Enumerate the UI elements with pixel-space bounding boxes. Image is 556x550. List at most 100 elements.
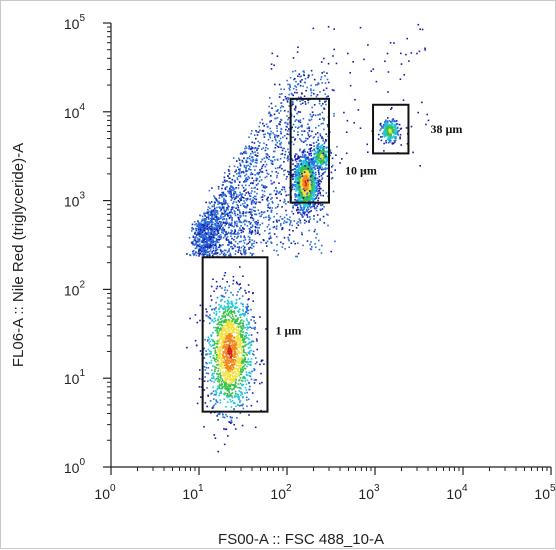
event-dot [247, 309, 250, 312]
event-dot [253, 202, 255, 204]
event-dot [230, 359, 233, 362]
event-dot [307, 177, 310, 180]
event-dot [189, 317, 191, 320]
event-dot [313, 166, 316, 168]
event-dot [202, 226, 204, 228]
event-dot [308, 119, 310, 121]
event-dot [315, 155, 318, 158]
event-dot [246, 374, 249, 376]
event-dot [207, 348, 210, 351]
event-dot [257, 182, 259, 185]
event-dot [242, 205, 245, 207]
event-dot [276, 236, 278, 238]
event-dot [306, 194, 308, 197]
event-dot [255, 241, 258, 244]
event-dot [235, 301, 238, 304]
event-dot [270, 120, 272, 122]
event-dot [240, 335, 242, 338]
event-dot [208, 227, 211, 230]
event-dot [260, 360, 263, 363]
event-dot [315, 84, 317, 86]
event-dot [227, 323, 230, 325]
event-dot [227, 366, 229, 368]
event-dot [251, 370, 253, 373]
event-dot [389, 121, 392, 123]
event-dot [322, 172, 324, 175]
event-dot [314, 168, 317, 170]
event-dot [313, 205, 315, 207]
event-dot [213, 321, 215, 323]
event-dot [252, 199, 254, 202]
event-dot [219, 209, 222, 212]
event-dot [221, 361, 224, 364]
event-dot [243, 190, 245, 192]
event-dot [230, 192, 232, 195]
event-dot [220, 299, 222, 301]
event-dot [308, 158, 310, 161]
event-dot [212, 339, 215, 342]
event-dot [298, 218, 301, 220]
event-dot [307, 179, 309, 182]
event-dot [243, 200, 245, 202]
event-dot [305, 139, 307, 142]
event-dot [223, 336, 226, 338]
event-dot [393, 124, 396, 126]
event-dot [245, 307, 248, 310]
event-dot [287, 170, 289, 173]
event-dot [251, 327, 253, 329]
event-dot [274, 150, 276, 153]
event-dot [390, 128, 393, 130]
event-dot [220, 390, 222, 393]
event-dot [241, 393, 243, 395]
event-dot [383, 130, 386, 132]
event-dot [221, 316, 224, 318]
event-dot [237, 329, 239, 332]
event-dot [231, 194, 233, 196]
event-dot [202, 251, 205, 253]
event-dot [227, 343, 229, 346]
event-dot [196, 402, 199, 405]
event-dot [195, 229, 198, 232]
event-dot [214, 326, 217, 329]
event-dot [296, 163, 299, 165]
event-dot [245, 152, 248, 155]
event-dot [243, 354, 246, 357]
event-dot [321, 152, 323, 155]
event-dot [220, 250, 222, 253]
event-dot [251, 243, 253, 245]
event-dot [248, 298, 250, 300]
event-dot [256, 400, 258, 403]
event-dot [313, 152, 316, 155]
event-dot [236, 375, 238, 378]
event-dot [234, 307, 236, 310]
event-dot [231, 208, 234, 210]
event-dot [223, 361, 225, 364]
event-dot [228, 321, 230, 324]
event-dot [244, 361, 247, 363]
event-dot [320, 137, 323, 139]
event-dot [220, 306, 222, 309]
event-dot [301, 134, 303, 136]
event-dot [228, 350, 231, 352]
event-dot [244, 327, 246, 329]
event-dot [253, 369, 256, 372]
event-dot [295, 181, 297, 184]
event-dot [316, 144, 319, 147]
event-dot [305, 205, 307, 208]
event-dot [301, 193, 303, 195]
event-dot [299, 81, 302, 84]
event-dot [245, 373, 248, 376]
event-dot [321, 154, 324, 156]
event-dot [246, 326, 248, 328]
event-dot [229, 398, 231, 401]
event-dot [228, 362, 230, 365]
event-dot [220, 358, 223, 361]
event-dot [239, 368, 242, 370]
event-dot [302, 161, 304, 163]
event-dot [213, 326, 215, 329]
event-dot [325, 139, 327, 141]
event-dot [238, 379, 240, 382]
event-dot [236, 361, 239, 364]
event-dot [226, 415, 228, 418]
event-dot [310, 183, 313, 186]
